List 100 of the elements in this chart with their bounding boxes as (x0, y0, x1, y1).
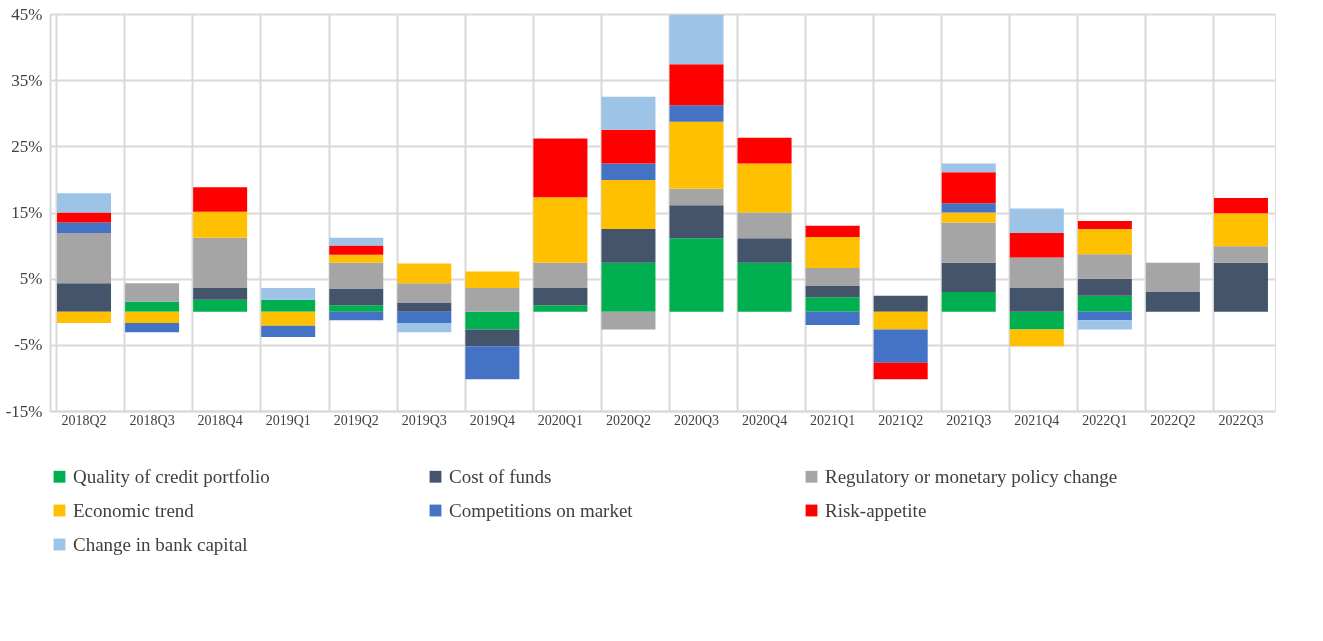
bar (57, 212, 112, 223)
legend-label: Risk-appetite (825, 499, 927, 521)
bar (533, 305, 588, 312)
bar (805, 285, 860, 298)
bar (873, 329, 928, 363)
bar (193, 237, 248, 288)
bar (737, 238, 792, 263)
x-tick-label: 2018Q3 (129, 412, 175, 428)
bar (1213, 246, 1268, 263)
bar (329, 237, 384, 246)
bar (941, 203, 996, 213)
bar (805, 225, 860, 237)
bar (329, 288, 384, 306)
bar (601, 129, 656, 164)
bar (737, 163, 792, 213)
bar (57, 193, 112, 213)
bar (397, 302, 452, 312)
x-tick-label: 2020Q2 (605, 412, 652, 428)
bar (1213, 262, 1268, 312)
bar (193, 299, 248, 312)
bar (669, 121, 724, 189)
bar (193, 211, 248, 238)
bar (533, 197, 588, 263)
bar (941, 212, 996, 223)
bar (465, 271, 520, 288)
bar (1077, 254, 1132, 279)
bar (397, 263, 452, 284)
bar (601, 311, 656, 330)
bar (465, 287, 520, 312)
x-tick-label: 2018Q4 (197, 412, 243, 428)
bar (601, 163, 656, 181)
x-tick-label: 2022Q1 (1082, 412, 1128, 428)
bar (329, 311, 384, 321)
bar (1009, 287, 1064, 312)
x-tick-label: 2021Q4 (1014, 412, 1060, 428)
bar (1077, 311, 1132, 321)
bar (193, 187, 248, 212)
bar (941, 222, 996, 263)
bar (397, 311, 452, 323)
bar (669, 188, 724, 206)
bar (57, 311, 112, 323)
bar (873, 295, 928, 312)
bar (329, 254, 384, 263)
x-tick-label: 2020Q1 (537, 412, 583, 428)
bar (601, 96, 656, 130)
bar (669, 205, 724, 239)
bar (601, 229, 656, 263)
bar (1077, 278, 1132, 296)
bar (533, 262, 588, 288)
bar (1077, 295, 1132, 312)
bar (941, 262, 996, 292)
bar (805, 268, 860, 286)
bar (57, 222, 112, 234)
bar (1077, 229, 1132, 255)
bar (57, 283, 112, 312)
x-tick-label: 2021Q3 (946, 412, 992, 428)
bar (669, 64, 724, 106)
bar (1145, 291, 1200, 312)
bar (261, 311, 316, 326)
bar (533, 287, 588, 306)
legend-label: Competitions on market (449, 499, 634, 521)
bar (261, 299, 316, 312)
bar (533, 138, 588, 198)
bar (1009, 208, 1064, 234)
bar (57, 233, 112, 284)
y-tick-label: 5% (19, 269, 43, 289)
bar (193, 287, 248, 300)
y-tick-label: 35% (11, 70, 43, 90)
bar (873, 311, 928, 330)
bar (805, 311, 860, 325)
bar (1213, 213, 1268, 247)
legend-label: Quality of credit portfolio (73, 465, 270, 487)
legend-label: Economic trend (73, 499, 195, 521)
bar (1009, 329, 1064, 347)
x-tick-label: 2018Q2 (61, 412, 107, 428)
bar (601, 180, 656, 230)
y-tick-label: 45% (11, 4, 43, 24)
bar (1077, 320, 1132, 330)
legend-label: Cost of funds (449, 465, 552, 487)
x-tick-label: 2019Q4 (469, 412, 515, 428)
bar (941, 172, 996, 204)
legend-label: Regulatory or monetary policy change (825, 465, 1118, 487)
bar (1009, 257, 1064, 288)
bar (805, 236, 860, 269)
bar (1009, 233, 1064, 258)
bar (805, 297, 860, 312)
bar (125, 323, 180, 333)
bar (397, 283, 452, 303)
bar (669, 238, 724, 312)
bar (125, 311, 180, 323)
bar (737, 212, 792, 239)
bar (601, 262, 656, 312)
x-tick-label: 2021Q2 (878, 412, 924, 428)
bar (465, 311, 520, 330)
bar (1145, 262, 1200, 292)
legend-label: Change in bank capital (73, 533, 248, 555)
bar (737, 137, 792, 164)
bar (669, 105, 724, 122)
x-tick-label: 2022Q3 (1218, 412, 1264, 428)
x-tick-label: 2019Q3 (401, 412, 447, 428)
